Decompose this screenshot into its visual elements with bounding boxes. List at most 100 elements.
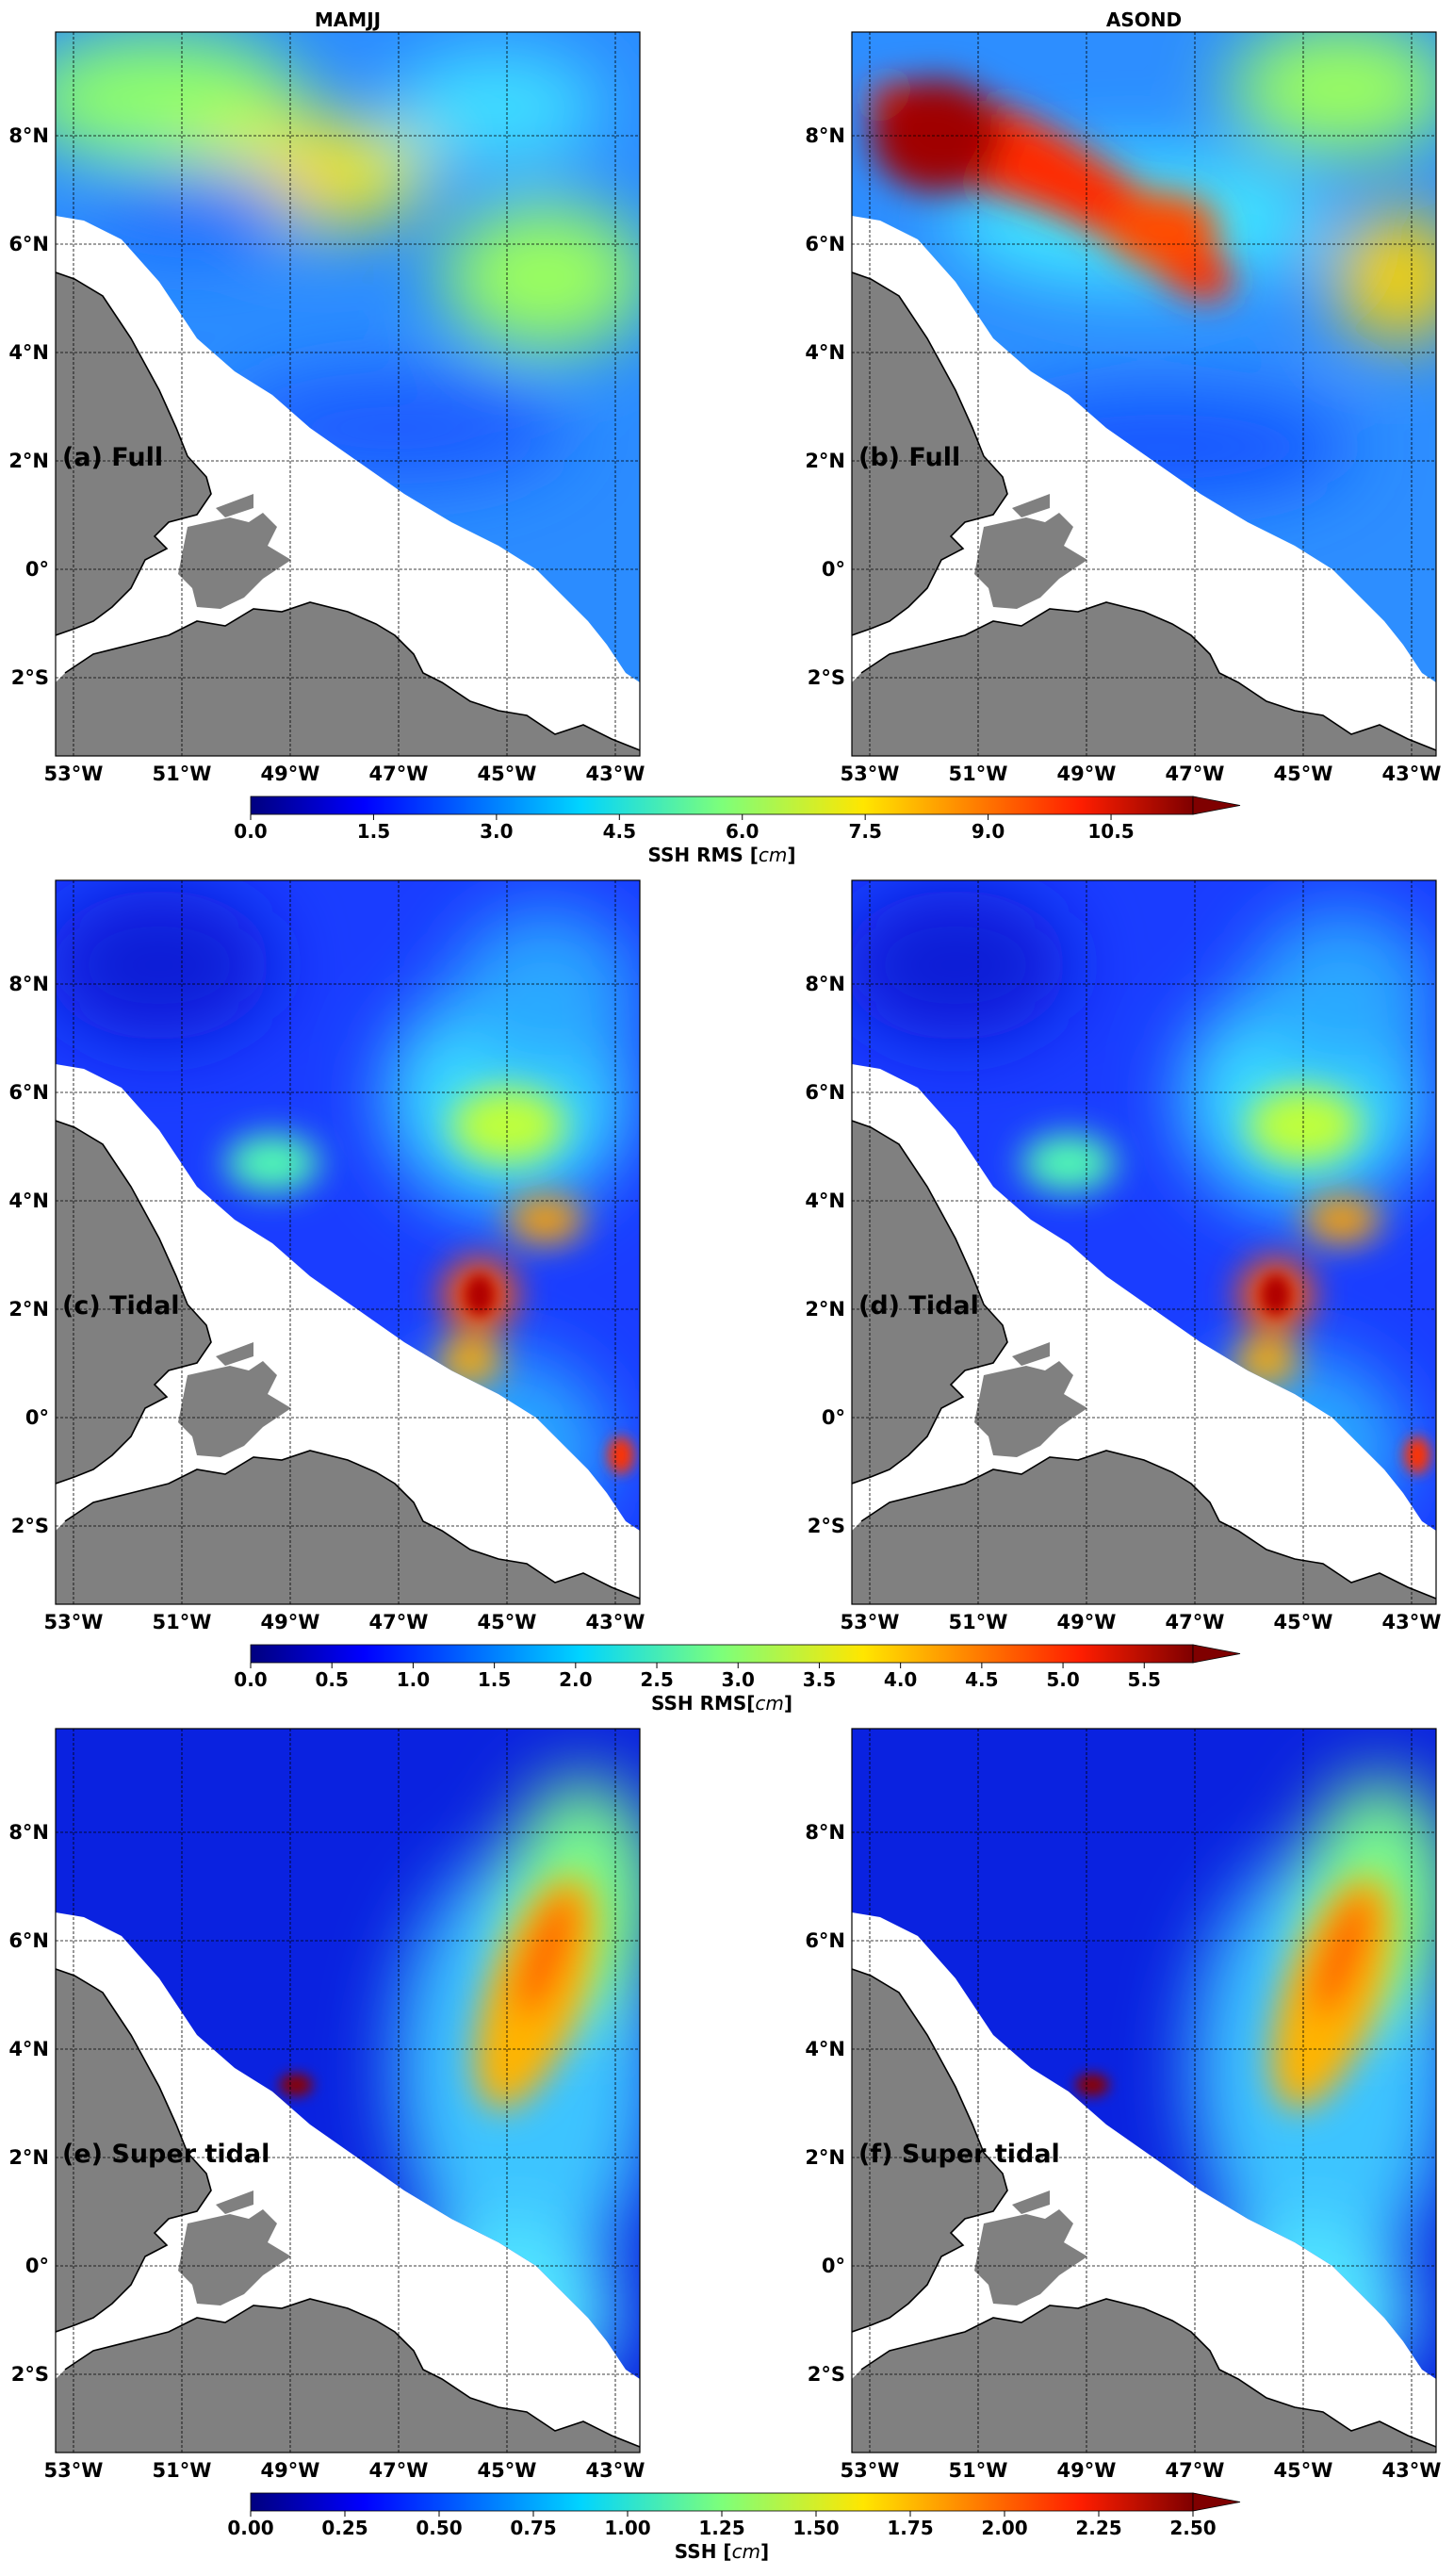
panel-c (55, 879, 641, 1605)
lat-tick-label: 8°N (8, 1821, 49, 1844)
lat-tick-label: 4°N (805, 341, 845, 364)
colorbar-tick-label: 3.0 (722, 1668, 755, 1691)
colorbar-tick-label: 2.0 (559, 1668, 592, 1691)
lat-tick-label: 2°S (11, 2363, 49, 2386)
colorbar-tick-label: 2.50 (1169, 2517, 1216, 2539)
colorbar-tick-label: 9.0 (972, 820, 1005, 843)
lat-tick-label: 0° (822, 1406, 845, 1429)
colorbar-tick-label: 0.75 (510, 2517, 556, 2539)
lat-tick-label: 4°N (8, 341, 49, 364)
lon-tick-label: 43°W (586, 763, 645, 785)
lon-tick-label: 49°W (261, 763, 320, 785)
lon-tick-label: 45°W (1274, 2459, 1333, 2482)
colorbar-tick-label: 1.0 (397, 1668, 430, 1691)
colorbar-tick-label: 0.5 (315, 1668, 348, 1691)
panel-b (851, 31, 1437, 757)
lon-tick-label: 47°W (369, 2459, 429, 2482)
colorbar-tick-label: 4.5 (603, 820, 636, 843)
lat-tick-label: 4°N (8, 2038, 49, 2060)
panel-a (55, 31, 641, 757)
lon-tick-label: 43°W (1382, 2459, 1442, 2482)
panel-label-e: (e) Super tidal (62, 2140, 270, 2169)
lat-tick-label: 6°N (805, 1929, 845, 1952)
panel-label-d: (d) Tidal (858, 1291, 979, 1321)
colorbar-tick-label: 0.0 (234, 1668, 267, 1691)
lon-tick-label: 43°W (1382, 1611, 1442, 1633)
colorbar-tick-label: 7.5 (848, 820, 881, 843)
lon-tick-label: 45°W (1274, 763, 1333, 785)
lat-tick-label: 4°N (8, 1190, 49, 1212)
panel-label-c: (c) Tidal (62, 1291, 180, 1321)
colorbar-tick-label: 0.0 (234, 820, 267, 843)
colorbar-tick-label: 1.5 (478, 1668, 511, 1691)
column-title-right: ASOND (1106, 8, 1182, 31)
colorbar-tick-label: 1.50 (792, 2517, 839, 2539)
lon-tick-label: 51°W (949, 1611, 1008, 1633)
lon-tick-label: 47°W (369, 763, 429, 785)
colorbar-tick-label: 6.0 (726, 820, 759, 843)
colorbar-tick-label: 5.5 (1128, 1668, 1161, 1691)
lon-tick-label: 47°W (1166, 2459, 1225, 2482)
lat-tick-label: 2°S (11, 1515, 49, 1537)
lon-tick-label: 45°W (478, 763, 537, 785)
lat-tick-label: 4°N (805, 1190, 845, 1212)
lon-tick-label: 49°W (261, 1611, 320, 1633)
lat-tick-label: 8°N (805, 124, 845, 147)
lon-tick-label: 43°W (586, 1611, 645, 1633)
colorbar-tick-label: 4.5 (965, 1668, 998, 1691)
colorbar-tick-label: 2.00 (981, 2517, 1027, 2539)
lat-tick-label: 2°S (808, 2363, 845, 2386)
lon-tick-label: 49°W (261, 2459, 320, 2482)
lat-tick-label: 6°N (8, 1929, 49, 1952)
lon-tick-label: 51°W (153, 2459, 212, 2482)
colorbar-row-1: 0.0 1.5 3.0 4.5 6.0 7.5 9.0 10.5 SSH RMS [cm] (234, 796, 1241, 866)
panel-e (55, 1728, 641, 2453)
lat-tick-label: 0° (25, 2255, 49, 2277)
lon-tick-label: 53°W (841, 2459, 900, 2482)
lon-tick-label: 53°W (44, 1611, 104, 1633)
lat-tick-label: 2°N (8, 2146, 49, 2169)
colorbar-tick-label: 2.5 (640, 1668, 673, 1691)
colorbar-label-2: SSH RMS[cm] (651, 1692, 792, 1715)
colorbar-tick-label: 2.25 (1075, 2517, 1121, 2539)
colorbar-row-2: 0.0 0.5 1.0 1.5 2.0 2.5 3.0 3.5 4.0 4.5 5.0 5.5 SSH… (234, 1644, 1241, 1715)
lat-tick-label: 8°N (805, 1821, 845, 1844)
colorbar-label-1: SSH RMS [cm] (647, 844, 795, 866)
lon-tick-label: 43°W (586, 2459, 645, 2482)
lon-tick-label: 43°W (1382, 763, 1442, 785)
colorbar-tick-label: 0.50 (416, 2517, 462, 2539)
colorbar-label-3: SSH [cm] (675, 2540, 769, 2563)
colorbar-tick-label: 0.00 (227, 2517, 273, 2539)
lat-tick-label: 6°N (8, 1081, 49, 1104)
lat-tick-label: 2°N (8, 450, 49, 472)
lat-tick-label: 8°N (8, 973, 49, 995)
lat-tick-label: 0° (822, 2255, 845, 2277)
lat-tick-label: 8°N (8, 124, 49, 147)
axis-ticks: 53°W 51°W 49°W 47°W 45°W 43°W 8°N 6°N 4°N 2°N 0° 2°… (8, 124, 1441, 2482)
lon-tick-label: 53°W (841, 763, 900, 785)
lon-tick-label: 45°W (478, 1611, 537, 1633)
panel-label-a: (a) Full (62, 443, 163, 472)
panel-f (851, 1728, 1437, 2453)
lat-tick-label: 2°S (808, 1515, 845, 1537)
lon-tick-label: 47°W (369, 1611, 429, 1633)
lon-tick-label: 51°W (153, 763, 212, 785)
colorbar-tick-label: 1.5 (357, 820, 390, 843)
lat-tick-label: 4°N (805, 2038, 845, 2060)
lon-tick-label: 53°W (44, 763, 104, 785)
lat-tick-label: 2°N (805, 450, 845, 472)
lon-tick-label: 49°W (1057, 2459, 1117, 2482)
lon-tick-label: 45°W (478, 2459, 537, 2482)
panel-label-f: (f) Super tidal (858, 2140, 1060, 2169)
lat-tick-label: 0° (25, 1406, 49, 1429)
panel-label-b: (b) Full (858, 443, 960, 472)
lon-tick-label: 47°W (1166, 763, 1225, 785)
lat-tick-label: 2°N (805, 1298, 845, 1321)
lon-tick-label: 53°W (44, 2459, 104, 2482)
colorbar-tick-label: 5.0 (1046, 1668, 1079, 1691)
colorbar-tick-label: 10.5 (1087, 820, 1134, 843)
colorbar-row-3: 0.00 0.25 0.50 0.75 1.00 1.25 1.50 1.75 2.00 2.25… (227, 2492, 1241, 2563)
lon-tick-label: 51°W (153, 1611, 212, 1633)
lon-tick-label: 49°W (1057, 1611, 1117, 1633)
